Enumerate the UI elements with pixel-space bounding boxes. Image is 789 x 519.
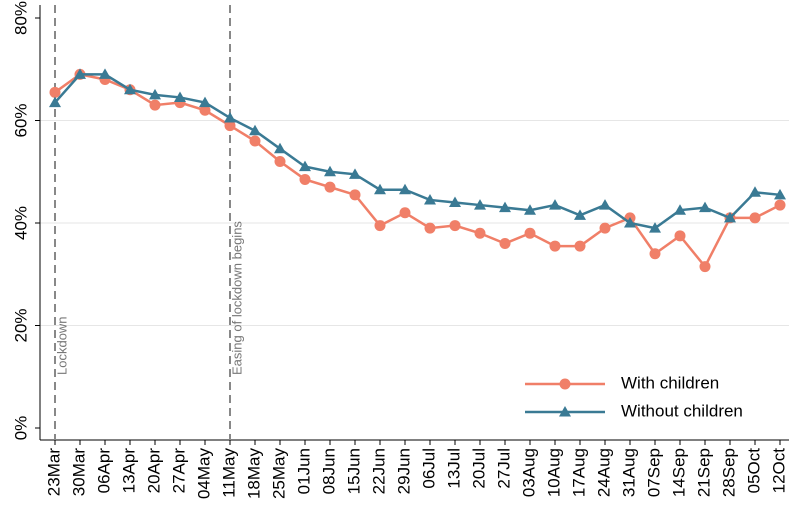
y-tick-label: 60% xyxy=(11,103,30,137)
x-tick-label: 07Sep xyxy=(644,448,663,497)
x-tick-label: 10Aug xyxy=(544,448,563,497)
point xyxy=(49,86,61,98)
point xyxy=(399,207,411,219)
x-tick-label: 30Mar xyxy=(69,448,88,497)
point xyxy=(399,183,411,195)
point xyxy=(149,99,161,111)
point xyxy=(174,91,186,102)
point xyxy=(599,222,611,234)
legend-marker xyxy=(559,378,571,390)
point xyxy=(624,217,636,228)
point xyxy=(349,189,361,201)
x-tick-label: 21Sep xyxy=(694,448,713,497)
point xyxy=(549,240,561,252)
x-tick-label: 20Jul xyxy=(469,448,488,489)
x-tick-label: 22Jun xyxy=(369,448,388,494)
x-tick-label: 08Jun xyxy=(319,448,338,494)
point xyxy=(299,173,311,185)
legend-label: Without children xyxy=(621,401,743,420)
x-tick-label: 18May xyxy=(244,448,263,500)
point xyxy=(524,204,536,215)
point xyxy=(649,248,661,260)
point xyxy=(149,88,161,100)
series-line xyxy=(54,73,781,269)
point xyxy=(274,142,286,154)
point xyxy=(124,83,136,95)
point xyxy=(524,227,536,239)
point xyxy=(199,104,211,116)
point xyxy=(699,201,711,213)
point xyxy=(574,209,586,220)
x-tick-label: 31Aug xyxy=(619,448,638,497)
x-tick-label: 25May xyxy=(269,448,288,500)
annotation-label: Lockdown xyxy=(54,316,69,375)
point xyxy=(774,188,786,200)
x-tick-label: 27Jul xyxy=(494,448,513,489)
x-tick-label: 17Aug xyxy=(569,448,588,497)
legend-marker xyxy=(559,406,571,417)
point xyxy=(249,135,261,147)
x-tick-label: 01Jun xyxy=(294,448,313,494)
point xyxy=(749,186,761,197)
x-tick-label: 23Mar xyxy=(44,448,63,497)
x-tick-label: 15Jun xyxy=(344,448,363,494)
x-tick-label: 24Aug xyxy=(594,448,613,497)
point xyxy=(424,222,436,234)
point xyxy=(324,165,336,177)
point xyxy=(549,199,561,210)
x-tick-label: 20Apr xyxy=(144,448,163,494)
point xyxy=(474,199,486,210)
point xyxy=(774,199,786,211)
y-tick-label: 40% xyxy=(11,206,30,240)
point xyxy=(474,227,486,239)
point xyxy=(249,124,261,136)
point xyxy=(724,211,736,223)
x-tick-label: 13Jul xyxy=(444,448,463,489)
point xyxy=(274,156,286,167)
point xyxy=(649,222,661,233)
point xyxy=(499,238,511,249)
point xyxy=(674,230,686,242)
x-tick-label: 14Sep xyxy=(669,448,688,497)
point xyxy=(674,204,686,215)
point xyxy=(449,220,461,232)
point xyxy=(199,96,211,108)
x-tick-label: 28Sep xyxy=(719,448,738,497)
x-tick-label: 11May xyxy=(219,448,238,498)
x-tick-label: 12Oct xyxy=(769,448,788,494)
point xyxy=(424,193,436,205)
y-tick-label: 80% xyxy=(11,1,30,35)
x-tick-label: 06Apr xyxy=(94,448,113,494)
x-tick-label: 29Jun xyxy=(394,448,413,494)
legend-label: With children xyxy=(621,373,719,392)
point xyxy=(224,111,236,123)
annotation-label: Easing of lockdown begins xyxy=(229,221,244,375)
x-tick-label: 04May xyxy=(194,448,213,500)
point xyxy=(74,68,86,79)
point xyxy=(374,220,386,232)
point xyxy=(499,201,511,213)
x-tick-label: 06Jul xyxy=(419,448,438,489)
point xyxy=(574,240,586,252)
point xyxy=(324,181,336,193)
point xyxy=(224,120,236,132)
x-tick-label: 27Apr xyxy=(169,448,188,494)
x-tick-label: 05Oct xyxy=(744,448,763,494)
point xyxy=(349,168,361,179)
point xyxy=(699,261,711,273)
x-tick-label: 03Aug xyxy=(519,448,538,497)
point xyxy=(374,183,386,195)
point xyxy=(49,96,61,108)
point xyxy=(599,199,611,210)
point xyxy=(99,68,111,79)
point xyxy=(449,196,461,207)
y-tick-label: 0% xyxy=(11,416,30,441)
y-tick-label: 20% xyxy=(11,308,30,342)
point xyxy=(749,212,761,224)
x-tick-label: 13Apr xyxy=(119,448,138,494)
point xyxy=(299,160,311,172)
series-line xyxy=(54,73,781,230)
